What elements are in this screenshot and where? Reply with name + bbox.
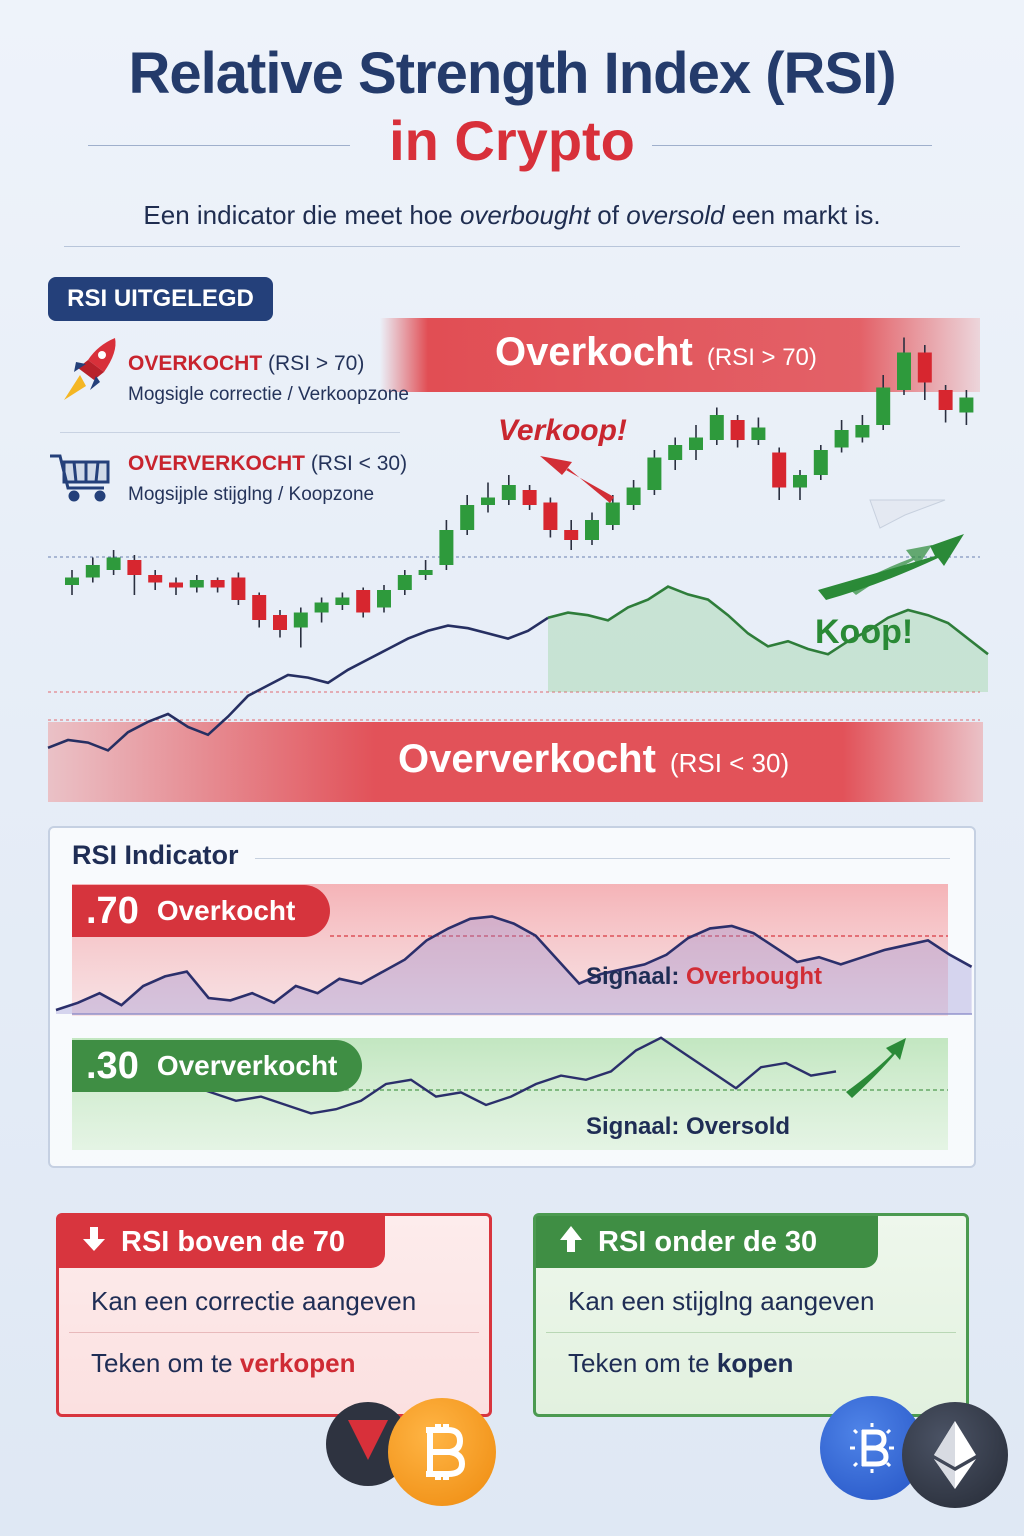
candle-bullish — [397, 575, 412, 590]
candle-bearish — [252, 595, 267, 620]
page-title-crypto: in Crypto — [389, 109, 635, 172]
title-divider-right — [652, 145, 932, 146]
rsi-buy-arrow-icon — [846, 1038, 906, 1098]
oversold-band — [48, 722, 983, 802]
candle-bullish — [626, 487, 641, 505]
rsi-line — [47, 616, 549, 752]
candle-bearish — [231, 577, 246, 600]
candle-bearish — [543, 502, 558, 530]
candle-bullish — [751, 427, 766, 440]
candle-bullish — [813, 450, 828, 475]
candle-bullish — [335, 597, 350, 605]
rsi-below-30-row1: Kan een stijglng aangeven — [568, 1286, 875, 1316]
candle-bearish — [917, 352, 932, 383]
rsi-green-area — [548, 586, 988, 692]
sell-arrow-icon — [540, 456, 614, 503]
rsi-panel-title-rule — [255, 858, 950, 859]
candle-bullish — [668, 445, 683, 460]
rsi-below-30-header: RSI onder de 30 — [536, 1216, 878, 1268]
overbought-band-label: Overkocht (RSI > 70) — [495, 330, 817, 374]
shopping-cart-icon — [50, 454, 110, 502]
candle-bearish — [772, 452, 787, 488]
candle-bullish — [65, 577, 79, 585]
overbought-legend: OVERKOCHT (RSI > 70) Mogsigle correctie … — [128, 352, 409, 405]
oversold-legend: OVERVERKOCHT (RSI < 30) Mogsijple stijgl… — [128, 452, 408, 505]
candle-bearish — [522, 490, 537, 505]
candle-bullish — [709, 415, 724, 440]
candle-bullish — [897, 352, 911, 390]
rsi-30-pill: .30 Oververkocht — [72, 1040, 362, 1092]
page-subtitle: Een indicator die meet hoe overbought of… — [143, 200, 881, 230]
sell-label: Verkoop! — [498, 414, 627, 447]
rsi-below-30-row2: Teken om te kopen — [568, 1348, 794, 1378]
candle-bullish — [959, 397, 974, 413]
overbought-band — [380, 318, 980, 392]
candle-bullish — [689, 437, 703, 450]
candle-bearish — [564, 530, 579, 540]
candle-bullish — [85, 565, 100, 578]
rsi-above-70-card: RSI boven de 70 Kan een correctie aangev… — [56, 1213, 492, 1417]
rsi-panel-title: RSI Indicator — [72, 840, 239, 870]
rsi-panel-lower-line — [185, 1036, 837, 1115]
candle-bullish — [834, 430, 849, 448]
candle-bearish — [356, 590, 371, 613]
rsi-panel-area — [56, 916, 972, 1014]
rsi-panel-chart — [55, 884, 973, 1150]
candle-bullish — [876, 387, 891, 425]
candle-bullish — [501, 485, 516, 500]
candle-bearish — [730, 420, 745, 440]
candle-bearish — [148, 575, 163, 583]
rsi-70-pill: .70 Overkocht — [72, 885, 330, 937]
candle-bullish — [793, 475, 807, 488]
candle-bullish — [460, 505, 475, 530]
rsi-above-70-header: RSI boven de 70 — [59, 1216, 385, 1268]
candle-bullish — [293, 612, 308, 628]
candle-bullish — [189, 580, 204, 588]
candle-bullish — [314, 602, 329, 613]
rsi-above-70-row1: Kan een correctie aangeven — [91, 1286, 417, 1316]
legend-divider — [60, 432, 400, 433]
rsi-explained-badge: RSI UITGELEGD — [48, 277, 273, 321]
arrow-down-icon — [77, 1225, 111, 1260]
rsi-above-70-row2: Teken om te verkopen — [91, 1348, 356, 1378]
candle-bearish — [127, 560, 142, 575]
bitcoin-icon — [388, 1398, 496, 1506]
rsi-line-rising — [547, 585, 989, 656]
price-chart — [47, 337, 989, 752]
buy-arrow-secondary-icon — [848, 545, 932, 595]
candle-bullish — [481, 497, 495, 505]
arrow-up-icon — [554, 1224, 588, 1261]
buy-arrow-icon — [818, 534, 964, 600]
subtitle-divider — [64, 246, 960, 247]
candle-bearish — [169, 582, 183, 588]
candle-bullish — [585, 520, 599, 540]
oversold-band-label: Oververkocht (RSI < 30) — [398, 737, 790, 781]
candle-bearish — [273, 615, 287, 630]
candle-bearish — [938, 390, 953, 410]
candle-bullish — [647, 457, 662, 490]
candle-bearish — [210, 580, 225, 588]
page-title: Relative Strength Index (RSI) — [128, 41, 896, 106]
paper-plane-icon — [869, 499, 946, 529]
buy-label: Koop! — [815, 613, 914, 651]
ethereum-icon — [902, 1402, 1008, 1508]
candle-bullish — [377, 590, 391, 608]
title-divider-left — [88, 145, 350, 146]
signal-oversold: Signaal: Oversold — [586, 1113, 791, 1140]
candle-bullish — [605, 502, 620, 525]
rsi-below-30-card: RSI onder de 30 Kan een stijglng aangeve… — [533, 1213, 969, 1417]
rsi-panel-line — [55, 915, 973, 1012]
candle-bullish — [439, 530, 454, 565]
candle-bullish — [106, 557, 121, 570]
candle-bullish — [418, 570, 433, 575]
candle-bullish — [855, 425, 870, 438]
rocket-icon — [64, 338, 116, 400]
signal-overbought: Signaal: Overbought — [586, 963, 823, 990]
candlesticks — [65, 337, 974, 648]
